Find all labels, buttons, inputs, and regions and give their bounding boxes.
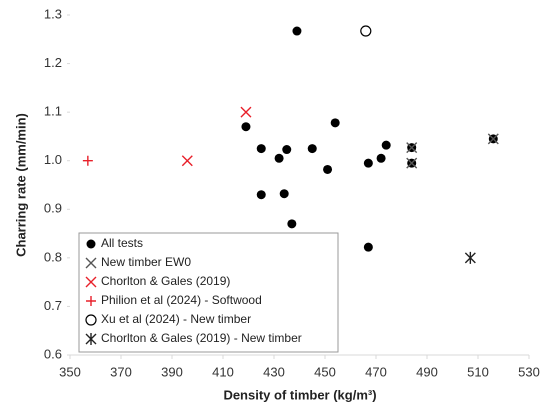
point xyxy=(464,251,476,264)
point xyxy=(363,242,373,252)
y-tick-label: 0.6 xyxy=(44,346,62,361)
x-axis-title: Density of timber (kg/m³) xyxy=(223,387,376,402)
point xyxy=(287,219,297,229)
point xyxy=(381,140,391,150)
legend-label: New timber EW0 xyxy=(101,255,191,269)
legend-label: Philion et al (2024) - Softwood xyxy=(101,293,262,307)
point xyxy=(181,155,193,167)
legend-marker xyxy=(86,239,96,249)
y-tick-label: 1.0 xyxy=(44,152,62,167)
legend-marker xyxy=(85,314,97,326)
point xyxy=(406,142,418,154)
point xyxy=(323,164,333,174)
point xyxy=(376,153,386,163)
legend-marker xyxy=(85,333,97,345)
y-tick-label: 1.1 xyxy=(44,104,62,119)
point xyxy=(82,155,93,166)
x-tick-label: 390 xyxy=(161,364,183,379)
x-tick-label: 490 xyxy=(416,364,438,379)
legend-box xyxy=(78,232,339,353)
y-axis-title: Charring rate (mm/min) xyxy=(13,113,28,257)
legend-marker xyxy=(86,296,96,306)
point xyxy=(279,189,289,199)
point xyxy=(274,153,284,163)
x-tick-label: 350 xyxy=(59,364,81,379)
x-tick-label: 410 xyxy=(212,364,234,379)
point xyxy=(241,122,251,132)
y-tick-label: 0.9 xyxy=(44,201,62,216)
legend-label: Chorlton & Gales (2019) xyxy=(101,274,230,288)
point xyxy=(256,144,266,154)
y-tick-label: 1.2 xyxy=(44,55,62,70)
x-tick-label: 450 xyxy=(314,364,336,379)
point xyxy=(282,145,292,155)
point xyxy=(256,190,266,200)
y-tick-label: 1.3 xyxy=(44,6,62,21)
point xyxy=(406,157,418,169)
legend-marker xyxy=(85,276,97,288)
x-tick-label: 530 xyxy=(518,364,540,379)
legend-marker xyxy=(85,257,97,269)
legend-label: Xu et al (2024) - New timber xyxy=(101,312,251,326)
point xyxy=(292,26,302,36)
point xyxy=(307,144,317,154)
point xyxy=(363,158,373,168)
point xyxy=(240,106,252,118)
y-tick-label: 0.8 xyxy=(44,249,62,264)
x-tick-label: 510 xyxy=(467,364,489,379)
point xyxy=(330,118,340,128)
x-tick-label: 370 xyxy=(110,364,132,379)
legend-label: All tests xyxy=(101,236,143,250)
legend-label: Chorlton & Gales (2019) - New timber xyxy=(101,331,302,345)
x-tick-label: 470 xyxy=(365,364,387,379)
point xyxy=(487,133,499,145)
x-tick-label: 430 xyxy=(263,364,285,379)
point xyxy=(360,25,372,37)
legend: All tests New timber EW0 Chorlton & Gales … xyxy=(78,232,339,353)
y-tick-label: 0.7 xyxy=(44,298,62,313)
